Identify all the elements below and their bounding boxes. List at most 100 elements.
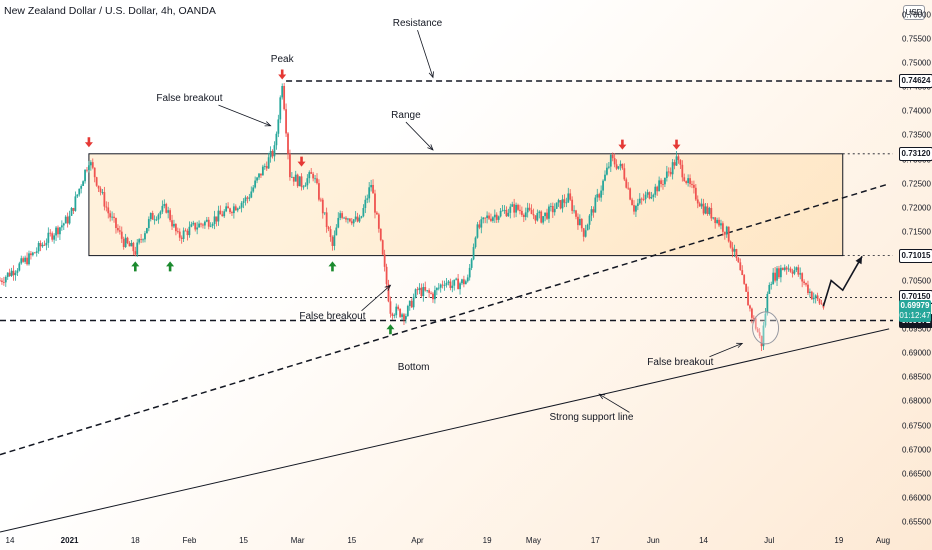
price-tick-label: 0.67500 [902, 421, 931, 431]
candle [254, 180, 257, 188]
candle [300, 176, 303, 187]
candle [493, 214, 496, 218]
candle [321, 199, 324, 214]
level-price-tag: 0.73120 [899, 146, 932, 161]
time-tick-label: Jun [646, 536, 660, 545]
candle [569, 193, 572, 200]
annotation-arrowhead [384, 284, 392, 291]
candle [33, 252, 36, 254]
currency-selector[interactable]: USD [903, 5, 925, 20]
candle [287, 133, 289, 154]
candle [669, 171, 672, 175]
candle [658, 180, 661, 192]
candle [797, 267, 800, 275]
candle [105, 206, 108, 208]
candle [459, 283, 461, 290]
candle [273, 145, 276, 157]
candle [745, 283, 747, 292]
candle [325, 212, 328, 228]
candle [619, 163, 622, 167]
candle [356, 216, 359, 222]
candle [778, 268, 780, 278]
time-tick-label: Jul [764, 536, 775, 545]
candle [435, 287, 438, 291]
candle [113, 216, 115, 218]
time-tick-label: 15 [239, 536, 248, 545]
down-arrow-marker [297, 156, 306, 167]
up-arrow-marker [328, 261, 337, 272]
time-tick-label: 15 [347, 536, 357, 545]
candle [142, 239, 144, 241]
candle [588, 215, 591, 225]
candle [582, 228, 585, 237]
annotation-label: False breakout [647, 356, 714, 368]
candle [528, 207, 531, 210]
candle [503, 209, 506, 211]
candle [557, 200, 560, 203]
candle [420, 287, 423, 297]
candle [350, 221, 353, 224]
candle [161, 205, 164, 212]
candle [501, 210, 504, 212]
candle [638, 198, 641, 204]
time-axis[interactable]: 14 2021 18 Feb 15 Mar 15 Apr 19 May 17 Jun 14 Jul 19 Au… [0, 532, 893, 550]
candle [306, 178, 309, 186]
candle [200, 223, 202, 225]
candle [107, 207, 110, 214]
candle [586, 224, 589, 231]
candle [190, 224, 193, 227]
candle [712, 217, 715, 219]
annotation-label: Peak [270, 54, 294, 66]
candle [462, 279, 465, 285]
candle [316, 178, 318, 184]
candle [6, 272, 9, 278]
candle [758, 332, 761, 336]
candle [762, 325, 765, 347]
candle [84, 169, 86, 182]
candle [673, 162, 676, 166]
candle [101, 192, 104, 193]
candle [250, 191, 253, 198]
annotation-arrowhead [428, 71, 434, 79]
candle [22, 258, 25, 262]
candle [358, 217, 361, 222]
candle [2, 281, 5, 283]
candle [217, 210, 220, 222]
annotation-arrow [709, 343, 743, 358]
candle [318, 183, 320, 200]
candle [542, 216, 545, 223]
candle [82, 181, 85, 186]
candle [372, 184, 374, 194]
candle [789, 268, 792, 272]
candle [805, 283, 807, 285]
candle [391, 313, 394, 316]
candle [57, 227, 59, 235]
candle [534, 215, 537, 221]
candle [515, 204, 517, 213]
candle [66, 216, 69, 224]
candle [238, 207, 241, 209]
candle [772, 272, 775, 285]
candle [526, 207, 529, 213]
candle [507, 212, 510, 217]
candle [99, 188, 102, 193]
candle [654, 186, 657, 195]
candle [640, 198, 643, 200]
candle [602, 180, 604, 191]
candle [422, 287, 425, 297]
candle [536, 213, 539, 221]
candle [364, 199, 367, 208]
candle [397, 306, 400, 309]
time-tick-label: 14 [5, 536, 15, 545]
candle [820, 303, 823, 305]
candle [443, 285, 446, 286]
candle [134, 251, 137, 255]
candle [818, 298, 821, 304]
candle [74, 196, 77, 211]
candle [310, 172, 313, 174]
candle [511, 204, 514, 207]
candle [155, 219, 158, 221]
candle [756, 328, 759, 333]
